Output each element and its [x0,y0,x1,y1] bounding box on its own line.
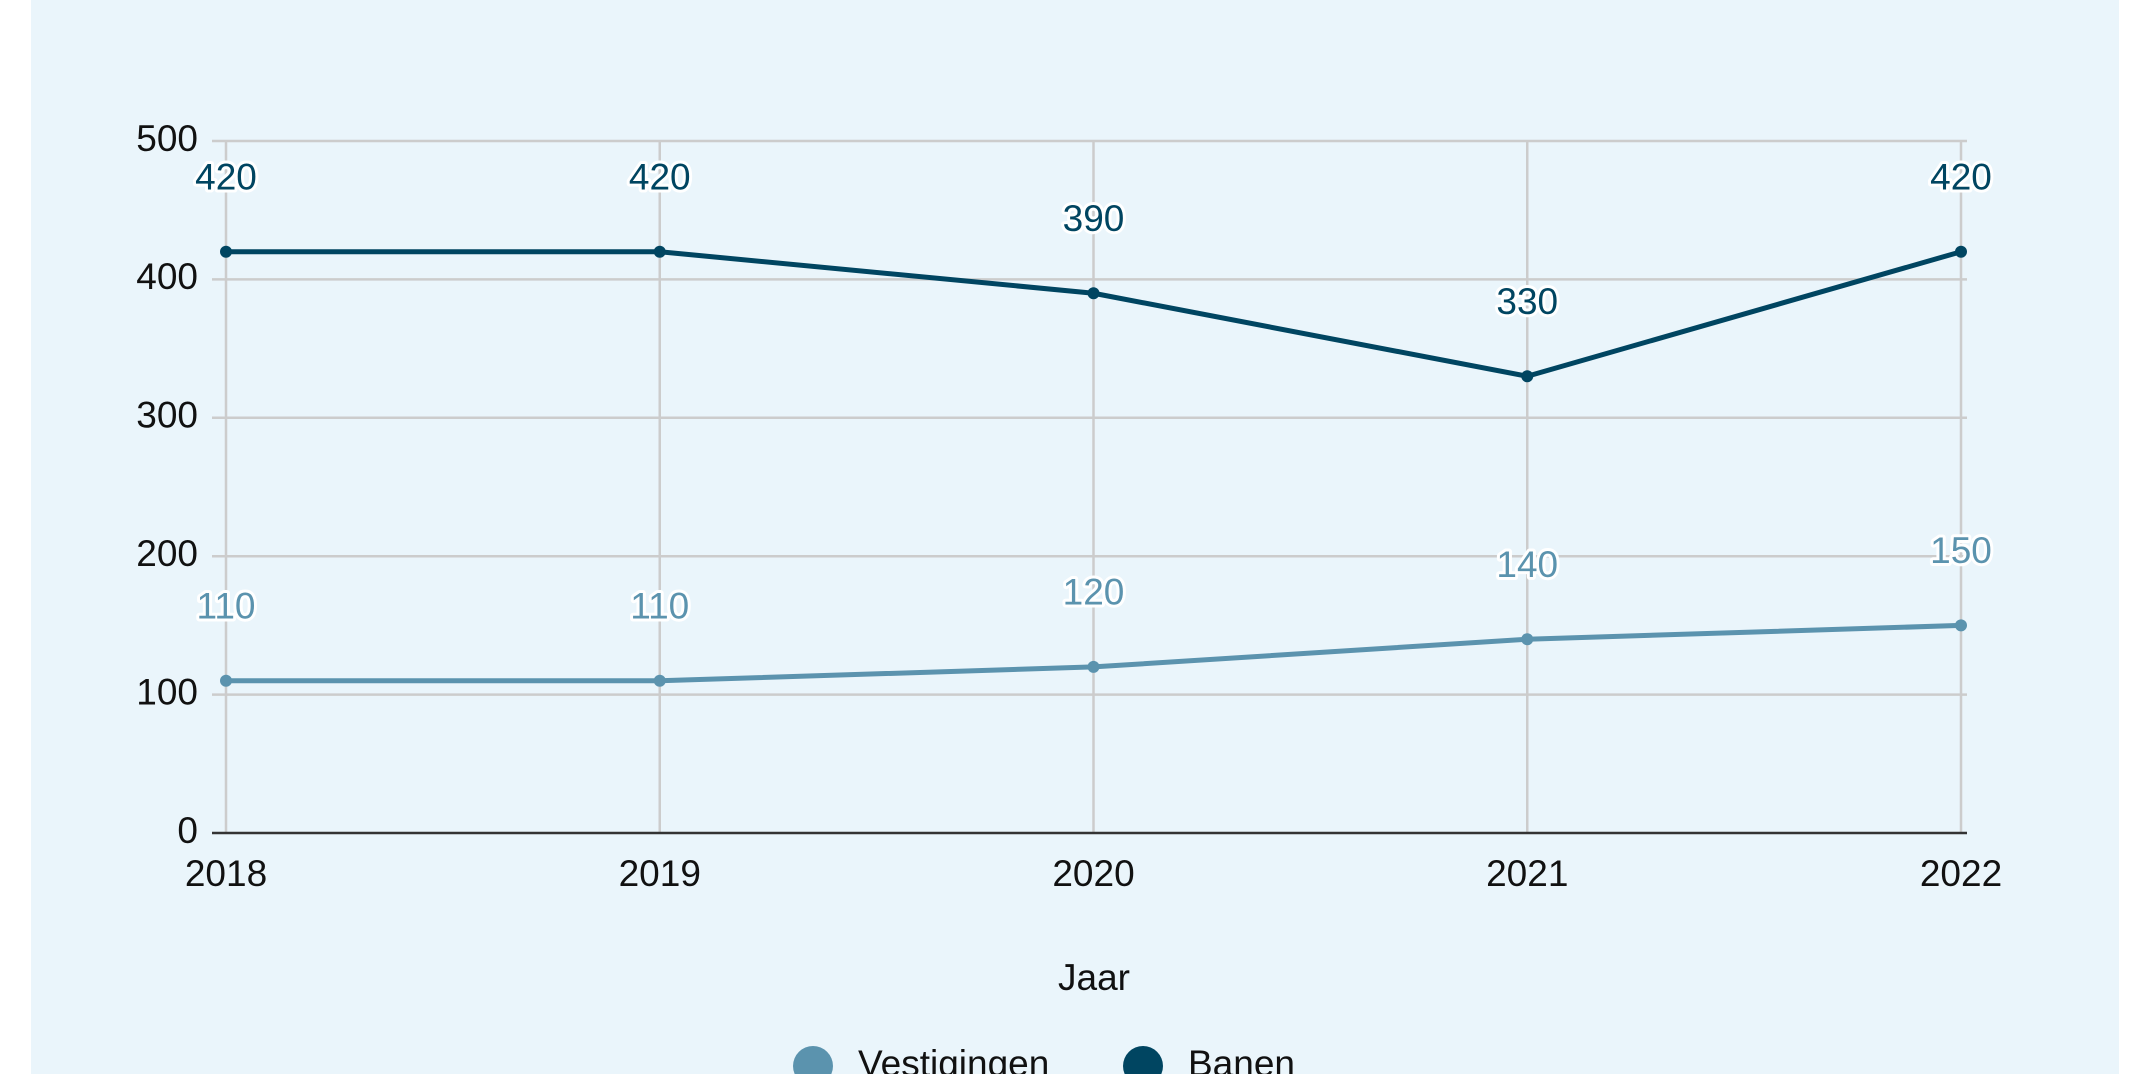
x-tick-label: 2022 [1920,853,2002,894]
data-label: 420 [1930,157,1992,198]
data-point [653,674,666,687]
x-tick-label: 2021 [1486,853,1568,894]
legend-label: Vestigingen [858,1043,1049,1074]
x-tick-label: 2020 [1052,853,1134,894]
data-label: 420 [195,157,257,198]
data-point [653,245,666,258]
legend-marker [793,1046,833,1074]
data-point [1955,245,1967,258]
legend-marker [1123,1046,1163,1074]
y-tick-label: 100 [136,671,198,712]
x-tick-label: 2018 [185,853,267,894]
data-point [1087,287,1100,300]
x-tick-label: 2019 [619,853,701,894]
y-tick-label: 500 [136,118,198,159]
data-point [1087,660,1100,673]
data-point [1521,633,1534,646]
data-label: 420 [629,157,691,198]
data-point [1955,619,1967,632]
data-label: 330 [1496,281,1558,322]
y-tick-label: 200 [136,533,198,574]
data-label: 390 [1063,198,1125,239]
x-axis-title: Jaar [1058,957,1130,998]
y-tick-label: 400 [136,256,198,297]
y-tick-label: 0 [177,810,198,851]
data-label: 150 [1930,530,1992,571]
chart-background [31,0,2119,1074]
data-label: 120 [1063,572,1125,613]
data-label: 110 [630,586,689,627]
data-label: 110 [197,586,256,627]
y-tick-label: 300 [136,395,198,436]
legend-label: Banen [1188,1043,1295,1074]
data-label: 140 [1496,544,1558,585]
data-point [1521,370,1534,383]
data-point [220,674,232,687]
data-point [220,245,232,258]
